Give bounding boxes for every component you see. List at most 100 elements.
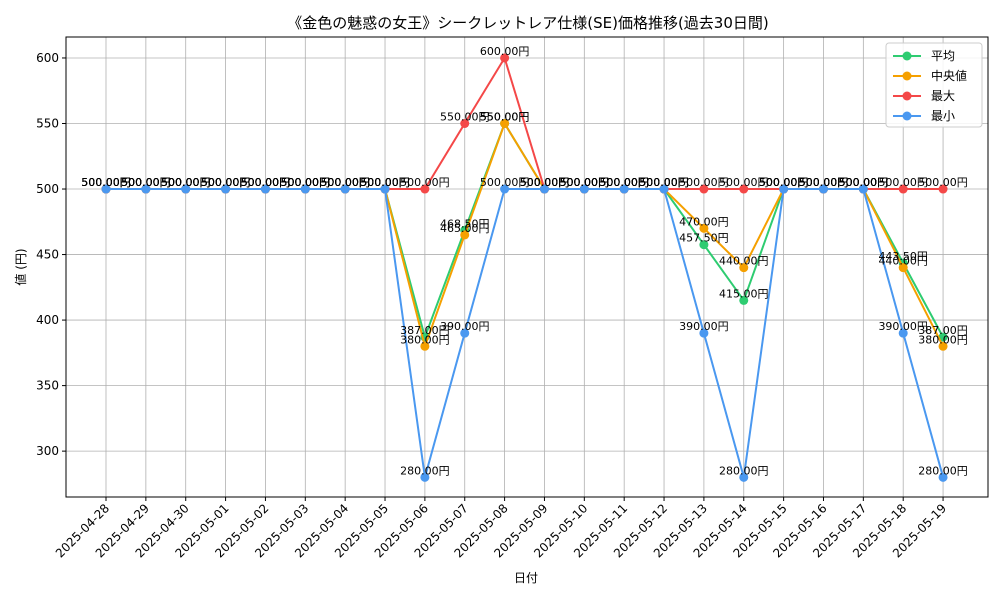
- y-axis-label: 値 (円): [13, 248, 28, 285]
- data-label: 457.50円: [679, 232, 729, 245]
- data-label: 500.00円: [81, 176, 131, 189]
- data-point: [699, 184, 709, 194]
- series-中央値: [101, 118, 948, 351]
- data-label: 500.00円: [281, 176, 331, 189]
- legend-marker: [902, 111, 912, 121]
- data-point: [340, 184, 350, 194]
- legend-item: 最大: [893, 89, 955, 103]
- data-label: 500.00円: [360, 176, 410, 189]
- data-label: 550.00円: [480, 110, 530, 123]
- data-label: 500.00円: [161, 176, 211, 189]
- data-labels: 500.00円500.00円500.00円500.00円500.00円500.0…: [81, 45, 968, 477]
- data-label: 500.00円: [81, 176, 131, 189]
- data-label: 415.00円: [719, 287, 769, 300]
- series-平均: [101, 118, 948, 342]
- data-point: [739, 295, 749, 305]
- data-label: 500.00円: [759, 176, 809, 189]
- data-label: 500.00円: [320, 176, 370, 189]
- data-point: [221, 184, 231, 194]
- data-label: 500.00円: [281, 176, 331, 189]
- legend-item: 中央値: [893, 68, 967, 83]
- data-label: 500.00円: [759, 176, 809, 189]
- data-label: 500.00円: [639, 176, 689, 189]
- data-label: 443.50円: [878, 250, 928, 263]
- data-point: [659, 184, 669, 194]
- data-label: 500.00円: [520, 176, 570, 189]
- data-point: [739, 263, 749, 273]
- y-axis: 300 350 400 450 500 550 600: [36, 51, 66, 458]
- data-point: [101, 184, 111, 194]
- y-tick-label: 300: [36, 444, 59, 458]
- data-label: 500.00円: [599, 176, 649, 189]
- data-label: 500.00円: [241, 176, 291, 189]
- data-label: 500.00円: [121, 176, 171, 189]
- data-label: 500.00円: [121, 176, 171, 189]
- data-label: 500.00円: [281, 176, 331, 189]
- data-label: 500.00円: [599, 176, 649, 189]
- x-axis: 2025-04-282025-04-292025-04-302025-05-01…: [53, 497, 949, 560]
- data-label: 500.00円: [839, 176, 889, 189]
- chart-title: 《金色の魅惑の女王》シークレットレア仕様(SE)価格推移(過去30日間): [287, 14, 769, 32]
- data-point: [898, 263, 908, 273]
- data-point: [779, 184, 789, 194]
- data-label: 550.00円: [440, 110, 490, 123]
- data-label: 500.00円: [161, 176, 211, 189]
- data-point: [858, 184, 868, 194]
- data-point: [460, 118, 470, 128]
- data-point: [460, 230, 470, 240]
- data-label: 470.00円: [679, 215, 729, 228]
- data-label: 500.00円: [679, 176, 729, 189]
- data-point: [500, 118, 510, 128]
- data-label: 500.00円: [599, 176, 649, 189]
- legend-item: 最小: [893, 109, 955, 123]
- series-group: [101, 53, 948, 482]
- grid: [66, 37, 988, 497]
- data-point: [699, 240, 709, 250]
- legend-marker: [902, 71, 912, 81]
- data-label: 500.00円: [121, 176, 171, 189]
- data-label: 600.00円: [480, 45, 530, 58]
- data-point: [500, 184, 510, 194]
- data-label: 390.00円: [679, 320, 729, 333]
- data-point: [699, 223, 709, 233]
- data-point: [898, 328, 908, 338]
- data-label: 500.00円: [360, 176, 410, 189]
- data-label: 500.00円: [759, 176, 809, 189]
- data-label: 500.00円: [839, 176, 889, 189]
- data-label: 500.00円: [400, 176, 450, 189]
- data-label: 500.00円: [560, 176, 610, 189]
- legend-label: 中央値: [931, 68, 967, 83]
- legend-label: 平均: [931, 49, 955, 63]
- data-label: 387.00円: [400, 324, 450, 337]
- data-point: [619, 184, 629, 194]
- data-label: 440.00円: [719, 255, 769, 268]
- data-label: 465.00円: [440, 222, 490, 235]
- y-tick-label: 450: [36, 248, 59, 262]
- data-label: 500.00円: [799, 176, 849, 189]
- y-tick-label: 550: [36, 116, 59, 130]
- data-label: 500.00円: [520, 176, 570, 189]
- data-label: 500.00円: [81, 176, 131, 189]
- data-label: 500.00円: [161, 176, 211, 189]
- data-label: 390.00円: [440, 320, 490, 333]
- data-label: 387.00円: [918, 324, 968, 337]
- legend-frame: [885, 42, 983, 128]
- data-label: 500.00円: [759, 176, 809, 189]
- data-label: 500.00円: [121, 176, 171, 189]
- data-point: [818, 184, 828, 194]
- data-point: [938, 184, 948, 194]
- data-label: 500.00円: [639, 176, 689, 189]
- data-point: [420, 341, 430, 351]
- data-label: 500.00円: [320, 176, 370, 189]
- data-label: 500.00円: [241, 176, 291, 189]
- data-point: [579, 184, 589, 194]
- y-tick-label: 500: [36, 182, 59, 196]
- data-label: 500.00円: [201, 176, 251, 189]
- data-point: [938, 341, 948, 351]
- data-label: 500.00円: [839, 176, 889, 189]
- data-point: [420, 472, 430, 482]
- data-point: [300, 184, 310, 194]
- data-label: 500.00円: [560, 176, 610, 189]
- x-axis-label: 日付: [514, 571, 538, 585]
- data-label: 390.00円: [878, 320, 928, 333]
